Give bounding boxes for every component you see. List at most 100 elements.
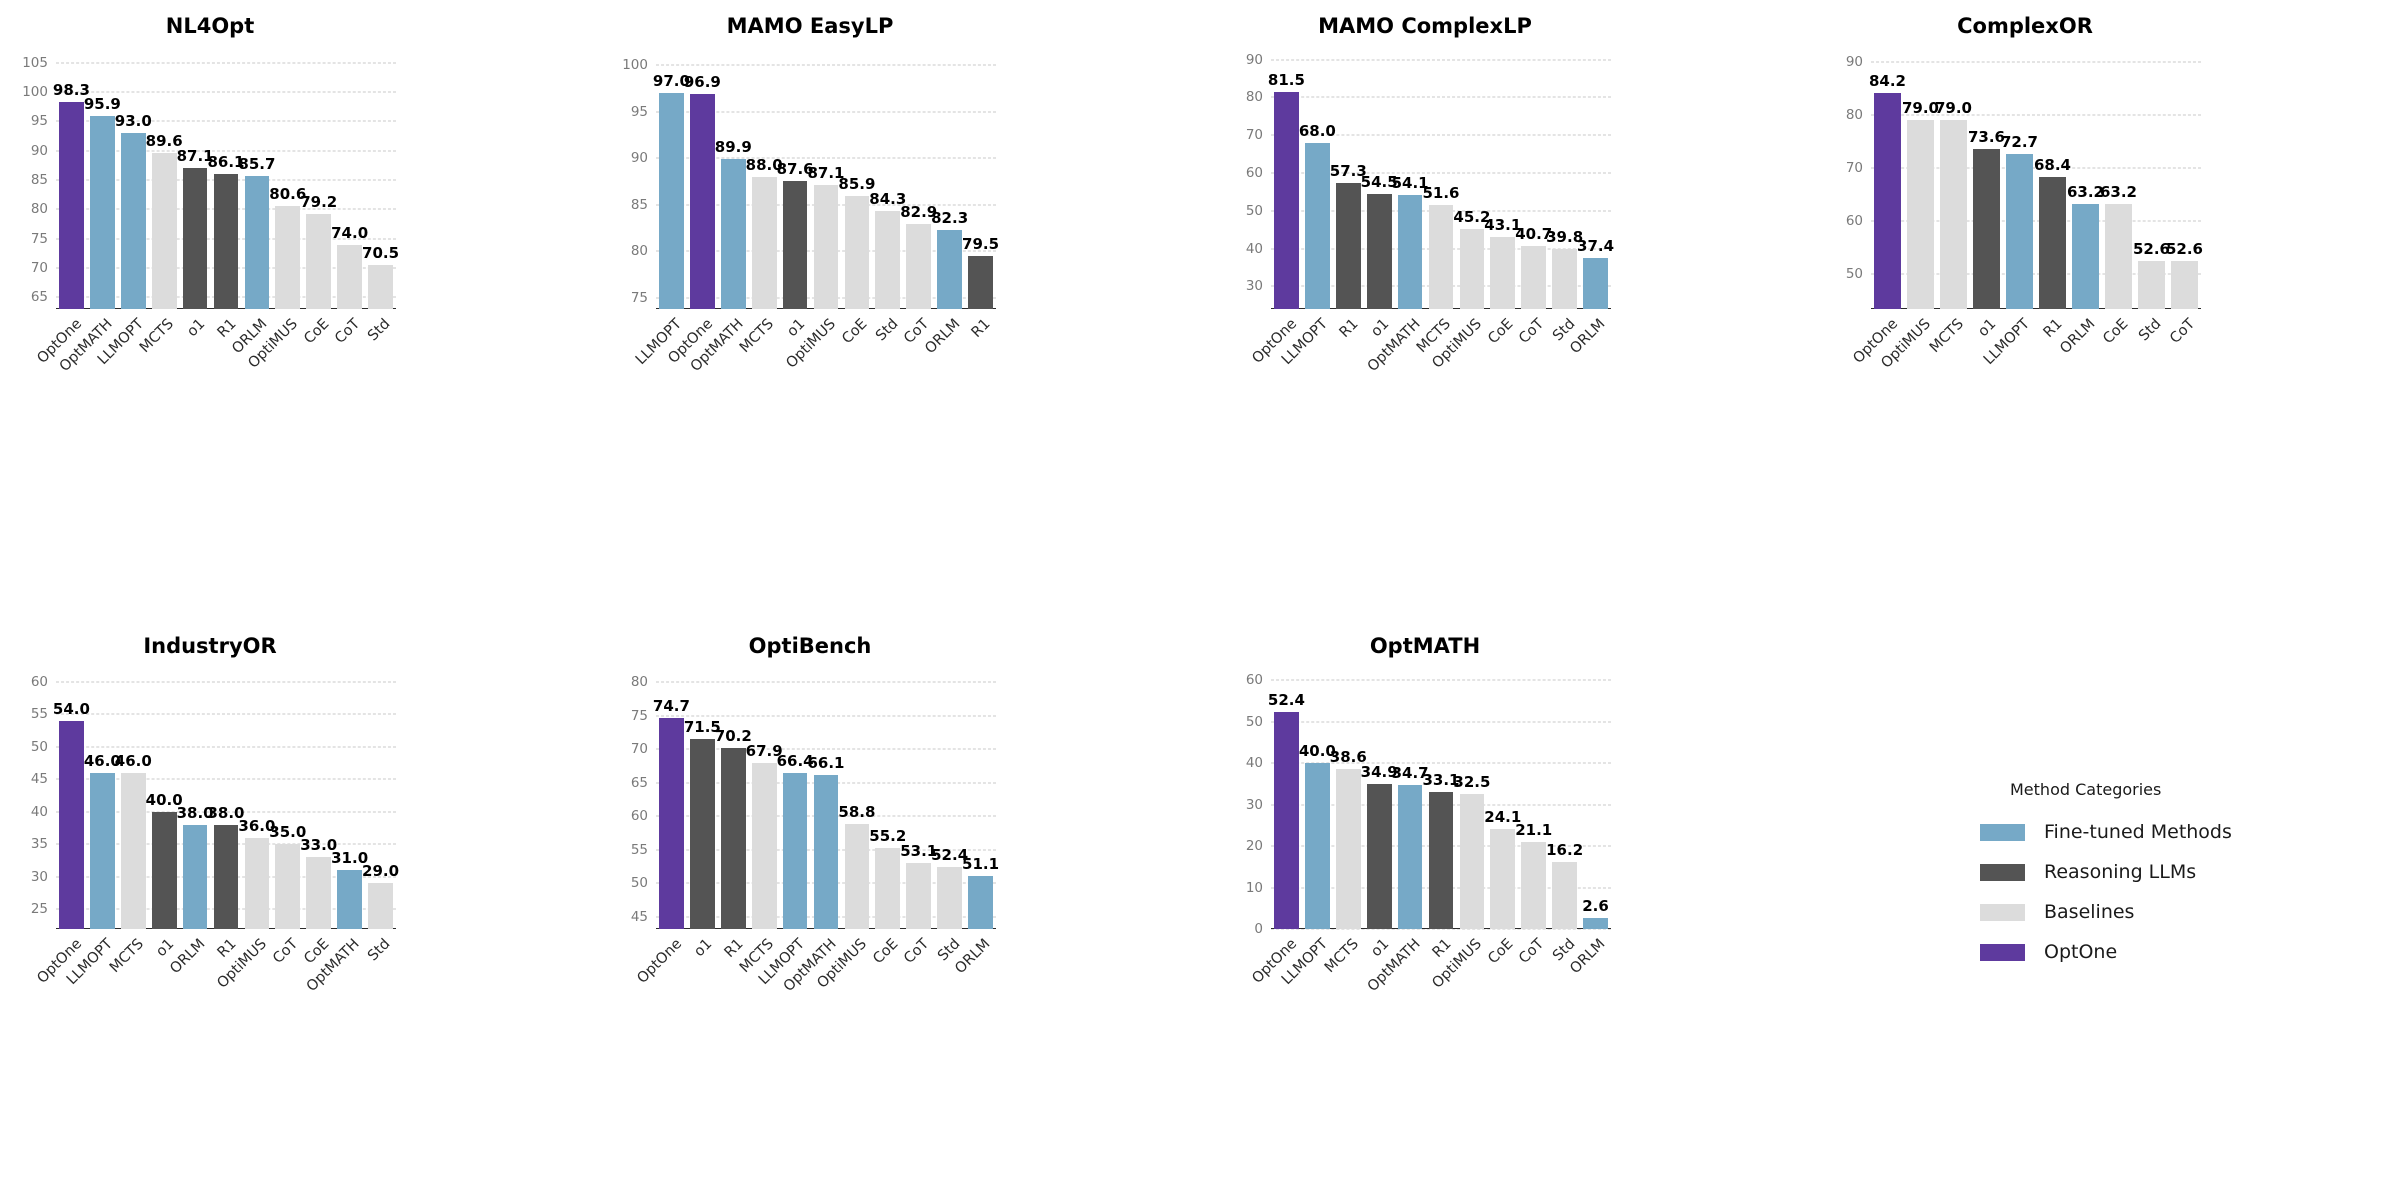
y-axis-tick-label: 85 [630, 196, 648, 213]
bar: 21.1 CoT [1515, 821, 1552, 967]
bar-value-label: 74.7 [652, 696, 690, 715]
legend-item-finetuned[interactable]: Fine-tuned Methods [1880, 821, 2360, 843]
y-axis-tick-label: 25 [30, 901, 48, 918]
bar: 54.1 OptMATH [1364, 174, 1428, 375]
bar-value-label: 73.6 [1967, 128, 2005, 147]
x-axis-tick-label: CoT [1516, 936, 1548, 968]
bar: 2.6 ORLM [1568, 897, 1609, 977]
bar: 29.0 Std [362, 862, 399, 964]
bar: 89.6 MCTS [137, 132, 182, 356]
plot-area: 30 40 50 60 70 80 90 81.5 OptOne 68.0 LLMOPT 57.3 R1… [1246, 52, 1614, 375]
bar: 95.9 OptMATH [57, 95, 121, 375]
bar-value-label: 33.1 [1422, 770, 1460, 789]
bar: 51.6 MCTS [1414, 184, 1459, 356]
gridline [56, 681, 396, 683]
x-axis-tick-label: o1 [1368, 316, 1393, 341]
bar: 31.0 OptMATH [304, 849, 368, 994]
bar: 66.1 OptMATH [780, 754, 844, 995]
y-axis-tick-label: 100 [22, 84, 48, 101]
bar-value-label: 66.1 [807, 754, 845, 773]
bar-value-label: 85.9 [838, 175, 876, 194]
gridline [1271, 134, 1611, 136]
chart-title: OptMATH [1369, 634, 1481, 658]
x-axis-tick-label: Std [365, 936, 394, 965]
y-axis-tick-label: 30 [1245, 278, 1263, 295]
x-axis-tick-label: R1 [2040, 316, 2066, 341]
bar: 46.0 MCTS [106, 752, 151, 976]
bar-value-label: 68.0 [1298, 121, 1336, 140]
y-axis-tick-label: 70 [30, 259, 48, 276]
bar: 93.0 LLMOPT [94, 112, 151, 368]
bar: 38.0 ORLM [167, 804, 213, 977]
bar-value-label: 96.9 [683, 73, 721, 92]
x-axis-tick-label: CoT [331, 316, 363, 348]
y-axis-tick-label: 50 [1245, 713, 1263, 730]
bar-value-label: 43.1 [1484, 215, 1522, 234]
bar: 85.9 CoE [838, 175, 875, 347]
x-axis-tick-label: MCTS [1321, 936, 1362, 977]
bar: 35.0 CoT [269, 823, 306, 967]
bar-value-label: 40.0 [1298, 742, 1336, 761]
gridline [56, 713, 396, 715]
x-axis-tick-label: o1 [784, 316, 809, 341]
y-axis-tick-label: 50 [630, 875, 648, 892]
x-axis-tick-label: R1 [214, 316, 240, 341]
legend-label: OptOne [2044, 941, 2118, 963]
x-axis-tick-label: o1 [691, 936, 716, 961]
gridline [656, 748, 996, 750]
bar: 52.6 Std [2133, 240, 2170, 345]
bar: 40.0 LLMOPT [1279, 742, 1336, 988]
y-axis-tick-label: 75 [30, 230, 48, 247]
bar-value-label: 84.2 [1868, 71, 1906, 90]
y-axis-tick-label: 50 [30, 738, 48, 755]
y-axis-tick-label: 105 [22, 54, 48, 71]
y-axis-tick-label: 45 [630, 908, 648, 925]
chart-title: MAMO EasyLP [726, 14, 894, 38]
legend-item-optone[interactable]: OptOne [1880, 941, 2360, 963]
x-axis-tick-label: CoE [869, 936, 902, 968]
chart-title: OptiBench [748, 634, 872, 658]
bar: 87.6 o1 [777, 160, 814, 341]
x-axis-tick-label: o1 [184, 316, 209, 341]
legend-item-baseline[interactable]: Baselines [1880, 901, 2360, 923]
legend-swatch-finetuned [1980, 823, 2025, 841]
chart-title: NL4Opt [165, 14, 255, 38]
bar: 54.0 OptOne [34, 700, 90, 987]
y-axis-tick-label: 35 [30, 836, 48, 853]
y-axis-tick-label: 90 [1845, 53, 1863, 70]
gridline [56, 150, 396, 152]
y-axis-tick-label: 65 [630, 774, 648, 791]
bar: 52.4 OptOne [1249, 691, 1305, 987]
x-axis-tick-label: Std [872, 316, 902, 345]
bar-value-label: 97.0 [652, 72, 690, 91]
bar: 82.3 ORLM [922, 209, 968, 357]
chart-title: MAMO ComplexLP [1318, 14, 1532, 38]
y-axis-tick-label: 90 [1245, 51, 1263, 68]
chart-panel-complexor: ComplexOR 50 60 70 80 90 84.2 OptOne 79.0 OptiMUS… [1825, 14, 2225, 372]
bar: 63.2 ORLM [2058, 183, 2104, 357]
x-axis-tick-label: ORLM [167, 936, 209, 978]
chart-panel-nl4opt: NL4Opt 65 70 75 80 85 90 95 100 105 98.3 OptOne 95.9… [10, 14, 410, 375]
y-axis-tick-label: 95 [630, 103, 648, 120]
bar: 79.0 MCTS [1927, 99, 1972, 356]
bar: 45.2 OptiMUS [1430, 208, 1491, 372]
y-axis-tick-label: 80 [1845, 107, 1863, 124]
bar: 84.2 OptOne [1850, 72, 1906, 367]
bar-value-label: 66.4 [776, 752, 814, 771]
x-axis-tick-label: CoE [2100, 316, 2132, 348]
bar-value-label: 82.3 [931, 208, 969, 227]
legend-item-reasoning[interactable]: Reasoning LLMs [1880, 861, 2360, 883]
gridline [1271, 96, 1611, 98]
bar: 82.9 CoT [900, 203, 937, 347]
plot-area: 25 30 35 40 45 50 55 60 54.0 OptOne 46.0 LLMOPT 46.0… [31, 674, 399, 995]
bar-value-label: 38.0 [176, 803, 214, 822]
bar: 70.5 Std [362, 244, 399, 344]
bar: 81.5 OptOne [1249, 71, 1305, 367]
bar-value-label: 85.7 [238, 154, 276, 173]
bar: 80.6 OptiMUS [245, 185, 306, 372]
y-axis-tick-label: 55 [630, 841, 648, 858]
y-axis-tick-label: 75 [630, 707, 648, 724]
bar-value-label: 34.7 [1391, 764, 1429, 783]
bar-value-label: 55.2 [869, 827, 907, 846]
x-axis-line [1871, 308, 2201, 309]
